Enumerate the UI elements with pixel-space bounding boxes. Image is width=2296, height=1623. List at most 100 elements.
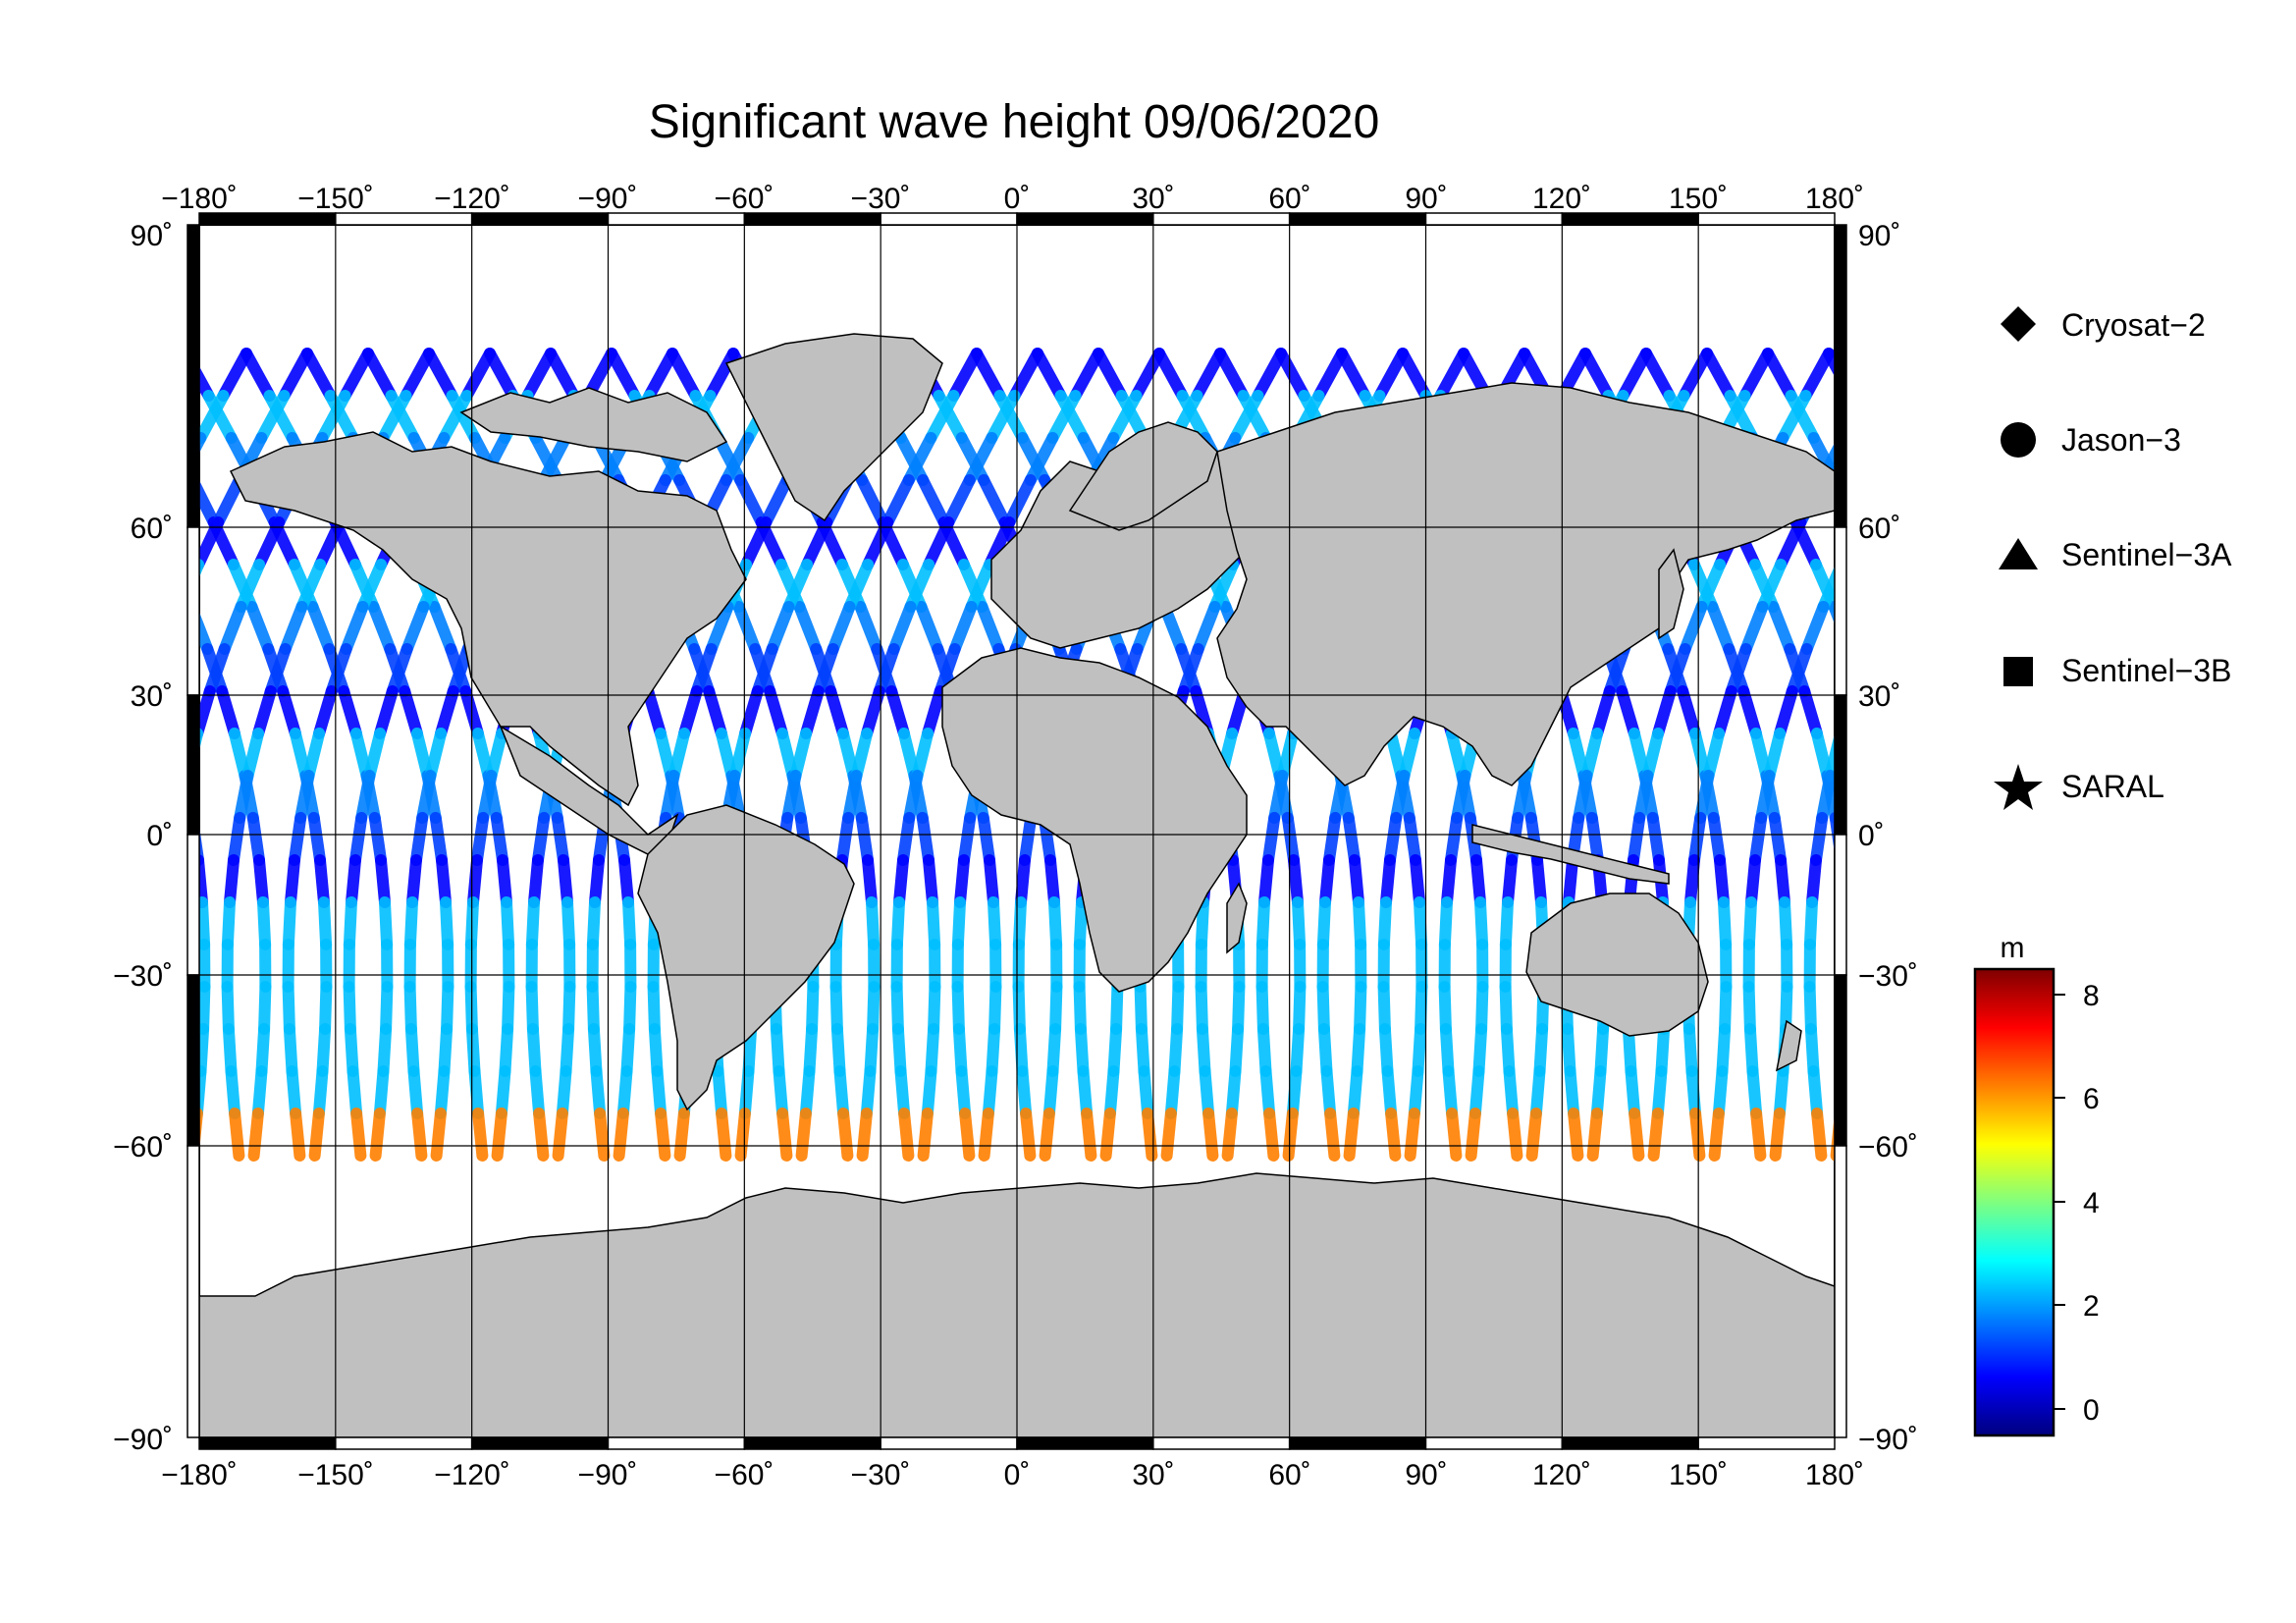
track-segment bbox=[1512, 770, 1532, 824]
track-segment bbox=[1237, 390, 1272, 444]
track-segment bbox=[739, 685, 764, 739]
track-segment bbox=[2079, 818, 2085, 860]
track-segment bbox=[1785, 390, 1820, 444]
track-segment bbox=[253, 516, 286, 570]
track-segment bbox=[1800, 601, 1830, 655]
track-segment bbox=[1414, 896, 1428, 950]
track-segment bbox=[2145, 1071, 2149, 1113]
track-segment bbox=[490, 812, 508, 866]
track-segment bbox=[933, 390, 968, 444]
track-segment bbox=[407, 1065, 424, 1119]
track-segment bbox=[438, 390, 473, 444]
track-segment bbox=[258, 981, 272, 1035]
track-segment bbox=[1913, 396, 1936, 438]
track-segment bbox=[2150, 902, 2152, 945]
track-segment bbox=[199, 390, 230, 444]
track-segment bbox=[1439, 1023, 1455, 1077]
track-segment bbox=[171, 1071, 175, 1113]
track-segment bbox=[703, 685, 727, 739]
track-segment bbox=[404, 1023, 420, 1077]
track-segment bbox=[1694, 770, 1715, 824]
track-segment bbox=[49, 438, 71, 480]
track-segment bbox=[1803, 981, 1817, 1035]
track-segment bbox=[52, 1113, 56, 1156]
track-segment bbox=[864, 1023, 880, 1077]
track-segment bbox=[971, 348, 1006, 402]
track-segment bbox=[1073, 896, 1088, 950]
track-segment bbox=[887, 601, 917, 655]
track-segment bbox=[2211, 902, 2213, 945]
track-segment bbox=[472, 1108, 489, 1162]
track-segment bbox=[468, 1065, 485, 1119]
track-segment bbox=[446, 390, 481, 444]
madagascar bbox=[1226, 882, 1248, 954]
track-segment bbox=[1445, 728, 1468, 782]
track-segment bbox=[501, 896, 515, 950]
track-segment bbox=[2011, 353, 2035, 396]
track-segment bbox=[438, 1023, 454, 1077]
track-segment bbox=[79, 396, 101, 438]
track-segment bbox=[850, 728, 874, 782]
track-segment bbox=[2018, 818, 2024, 860]
track-segment bbox=[485, 728, 508, 782]
track-segment bbox=[255, 390, 291, 444]
frame-segment bbox=[1424, 1436, 1564, 1450]
track-segment bbox=[651, 1065, 667, 1119]
track-segment bbox=[286, 1065, 302, 1119]
track-segment bbox=[923, 854, 938, 908]
track-segment bbox=[1749, 812, 1768, 866]
track-segment bbox=[319, 981, 333, 1035]
track-segment bbox=[1349, 854, 1364, 908]
track-segment bbox=[411, 1108, 428, 1162]
track-segment bbox=[1015, 854, 1031, 908]
track-segment bbox=[533, 1108, 550, 1162]
track-segment bbox=[842, 770, 863, 824]
track-segment bbox=[712, 1065, 728, 1119]
track-segment bbox=[1775, 516, 1807, 570]
track-segment bbox=[51, 818, 57, 860]
track-segment bbox=[894, 1065, 911, 1119]
track-segment bbox=[1446, 1108, 1463, 1162]
track-segment bbox=[106, 987, 107, 1029]
track-segment bbox=[856, 474, 889, 528]
colorbar-ticks bbox=[2054, 994, 2065, 1410]
track-segment bbox=[1384, 728, 1408, 782]
track-segment bbox=[2149, 1029, 2152, 1071]
track-segment bbox=[199, 854, 208, 908]
track-segment bbox=[1957, 480, 1979, 522]
track-segment bbox=[174, 1113, 178, 1156]
legend-label: Sentinel−3B bbox=[2061, 653, 2231, 688]
track-segment bbox=[283, 1023, 298, 1077]
track-segment bbox=[263, 390, 298, 444]
frame-segment bbox=[187, 224, 200, 528]
track-segment bbox=[764, 685, 788, 739]
track-segment bbox=[1397, 348, 1432, 402]
track-segment bbox=[2151, 987, 2152, 1029]
track-segment bbox=[1708, 1108, 1725, 1162]
track-segment bbox=[110, 1071, 114, 1113]
track-segment bbox=[712, 432, 747, 486]
lon-tick-bottom: −120˚ bbox=[434, 1459, 510, 1491]
track-segment bbox=[1221, 1108, 1238, 1162]
track-segment bbox=[218, 601, 247, 655]
track-segment bbox=[1048, 896, 1063, 950]
track-segment bbox=[340, 601, 369, 655]
lon-tick-top: 150˚ bbox=[1669, 183, 1728, 215]
track-segment bbox=[1312, 348, 1348, 402]
track-segment bbox=[2089, 902, 2091, 945]
track-segment bbox=[738, 1065, 755, 1119]
track-segment bbox=[1171, 981, 1185, 1035]
lon-tick-top: −60˚ bbox=[715, 183, 774, 215]
lat-tick-right: 30˚ bbox=[1858, 680, 1900, 713]
track-segment bbox=[1502, 854, 1518, 908]
track-segment bbox=[325, 643, 352, 697]
track-segment bbox=[1410, 854, 1425, 908]
track-segment bbox=[1438, 981, 1452, 1035]
track-segment bbox=[400, 601, 430, 655]
track-segment bbox=[1591, 685, 1616, 739]
frame-segment bbox=[1016, 1436, 1154, 1450]
track-segment bbox=[1719, 981, 1733, 1035]
track-segment bbox=[1684, 854, 1700, 908]
track-segment bbox=[1664, 643, 1691, 697]
track-segment bbox=[1918, 522, 1938, 565]
